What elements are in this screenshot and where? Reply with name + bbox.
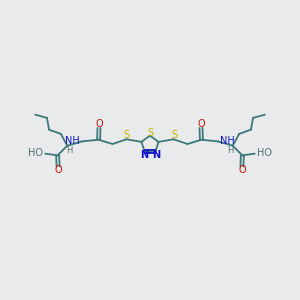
Text: O: O: [95, 119, 103, 129]
Text: HO: HO: [28, 148, 43, 158]
Text: S: S: [147, 128, 153, 138]
Text: S: S: [171, 130, 177, 140]
Text: H: H: [227, 146, 234, 155]
Text: N: N: [140, 150, 148, 160]
Text: H: H: [66, 146, 73, 155]
Text: S: S: [123, 130, 129, 140]
Text: O: O: [197, 119, 205, 129]
Text: O: O: [238, 165, 246, 176]
Text: NH: NH: [65, 136, 80, 146]
Text: N: N: [152, 150, 160, 160]
Text: NH: NH: [220, 136, 235, 146]
Text: O: O: [54, 165, 62, 176]
Text: HO: HO: [257, 148, 272, 158]
